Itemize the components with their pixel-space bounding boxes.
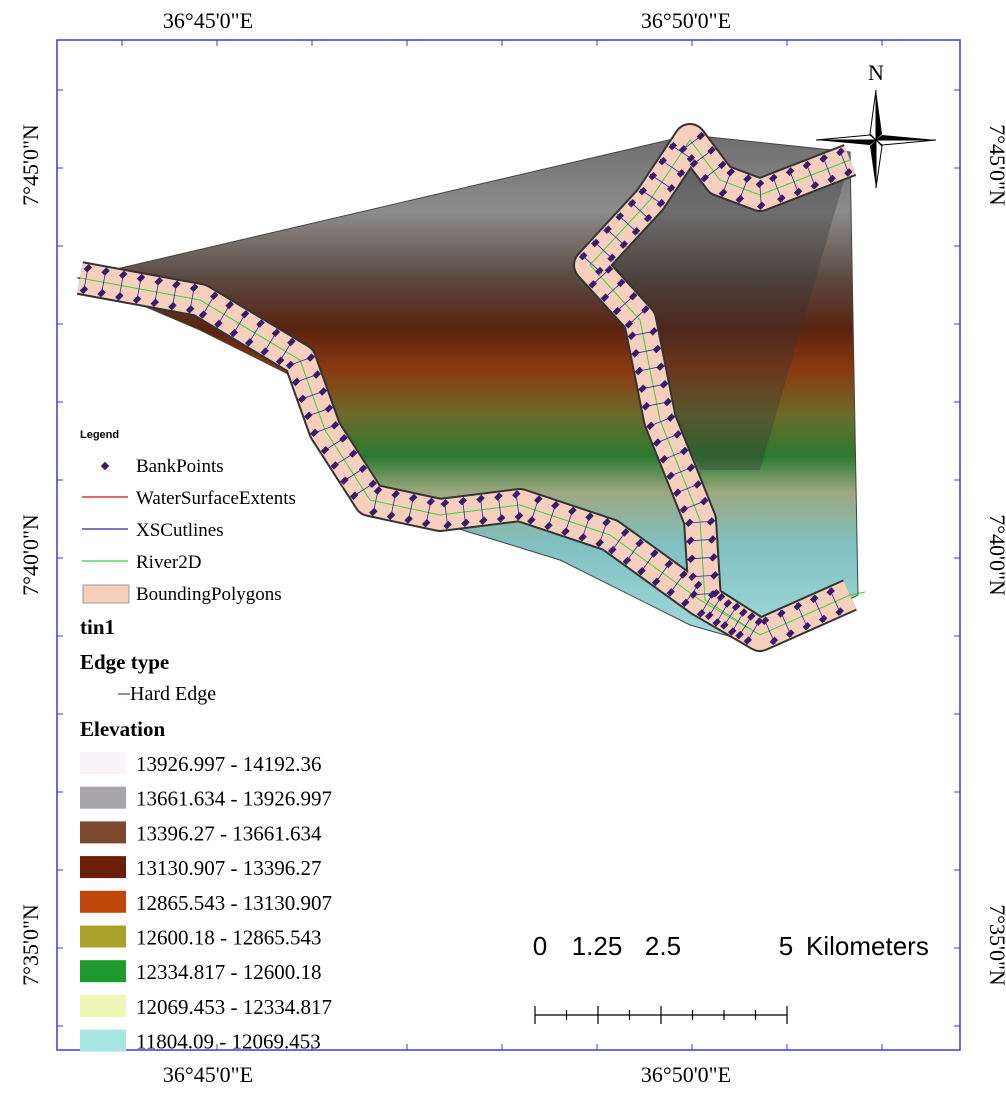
elevation-label: 13926.997 - 14192.36 bbox=[136, 752, 322, 776]
legend-symbol bbox=[83, 585, 129, 603]
elevation-label: 13130.907 - 13396.27 bbox=[136, 856, 322, 880]
elevation-label: 11804.09 - 12069.453 bbox=[136, 1030, 321, 1054]
latitude-label: 7°40'0"N bbox=[985, 514, 1006, 596]
scale-label: 1.25 bbox=[572, 931, 623, 961]
longitude-label: 36°50'0"E bbox=[641, 8, 731, 33]
legend-label: River2D bbox=[136, 552, 201, 573]
legend-label: XSCutlines bbox=[136, 520, 224, 541]
latitude-label: 7°35'0"N bbox=[18, 904, 43, 986]
elevation-label: 13661.634 - 13926.997 bbox=[136, 787, 332, 811]
scale-label: 0 bbox=[533, 931, 547, 961]
legend-label: Hard Edge bbox=[130, 683, 216, 705]
longitude-label: 36°45'0"E bbox=[163, 8, 253, 33]
elevation-swatch bbox=[80, 1030, 126, 1052]
latitude-label: 7°40'0"N bbox=[18, 514, 43, 596]
map-page: N Legend BankPoints WaterSurfaceExtents XS… bbox=[0, 0, 1006, 1093]
north-label: N bbox=[868, 60, 884, 85]
elevation-swatch bbox=[80, 856, 126, 878]
elevation-label: 12069.453 - 12334.817 bbox=[136, 995, 332, 1019]
tin-title: tin1 bbox=[80, 615, 115, 639]
legend-label: WaterSurfaceExtents bbox=[136, 488, 296, 509]
longitude-label: 36°50'0"E bbox=[641, 1062, 731, 1087]
elevation-label: 13396.27 - 13661.634 bbox=[136, 821, 322, 845]
elevation-label: 12865.543 - 13130.907 bbox=[136, 891, 332, 915]
elevation-title: Elevation bbox=[80, 717, 165, 741]
edge-type-title: Edge type bbox=[80, 650, 169, 674]
elevation-swatch bbox=[80, 995, 126, 1017]
elevation-swatch bbox=[80, 752, 126, 774]
scale-unit: Kilometers bbox=[806, 931, 929, 961]
latitude-label: 7°45'0"N bbox=[985, 124, 1006, 206]
legend-label: BoundingPolygons bbox=[136, 584, 282, 605]
legend-title: Legend bbox=[80, 429, 119, 441]
scale-label: 2.5 bbox=[645, 931, 681, 961]
legend-label: BankPoints bbox=[136, 456, 224, 477]
elevation-label: 12334.817 - 12600.18 bbox=[136, 960, 322, 984]
elevation-swatch bbox=[80, 891, 126, 913]
longitude-label: 36°45'0"E bbox=[163, 1062, 253, 1087]
latitude-label: 7°45'0"N bbox=[18, 124, 43, 206]
scale-label: 5 bbox=[779, 931, 793, 961]
elevation-swatch bbox=[80, 821, 126, 843]
elevation-label: 12600.18 - 12865.543 bbox=[136, 926, 322, 950]
elevation-swatch bbox=[80, 960, 126, 982]
latitude-label: 7°35'0"N bbox=[985, 904, 1006, 986]
elevation-swatch bbox=[80, 926, 126, 948]
elevation-swatch bbox=[80, 787, 126, 809]
